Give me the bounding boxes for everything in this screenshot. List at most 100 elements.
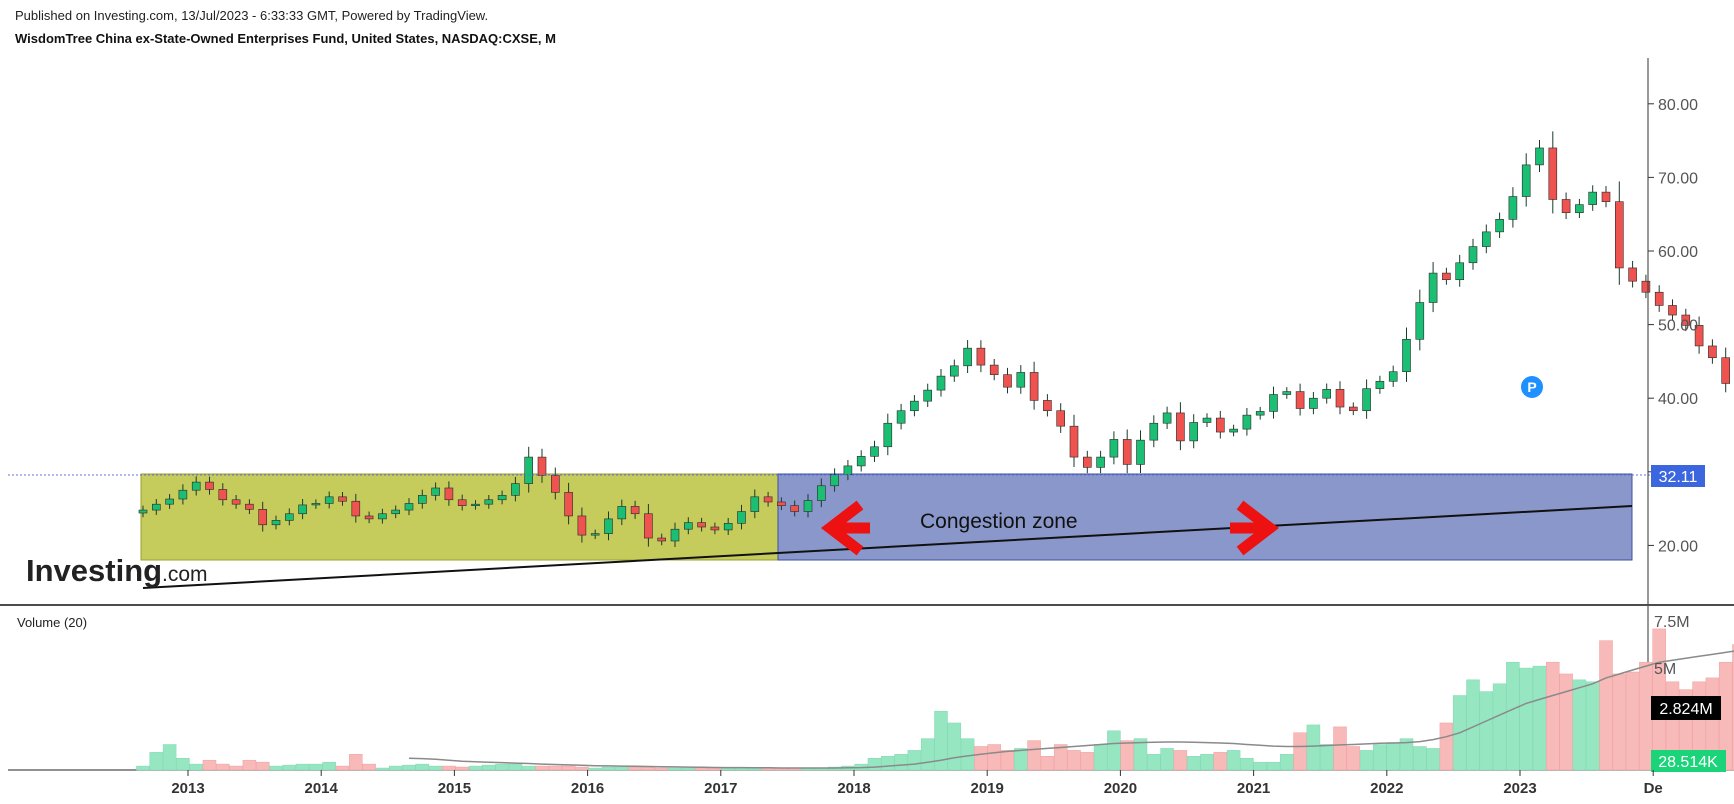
candle-body [697, 522, 706, 528]
volume-bar [1373, 744, 1387, 771]
volume-bar [415, 763, 430, 771]
volume-bar [388, 765, 403, 771]
volume-bar [960, 738, 975, 771]
candle-body [417, 495, 427, 504]
candle-body [763, 496, 773, 503]
volume-bar [1147, 754, 1161, 771]
candle-body [457, 499, 467, 506]
candle-body [338, 496, 347, 502]
volume-bar [1306, 724, 1321, 771]
volume-bar [947, 722, 962, 771]
candle-body [178, 489, 188, 500]
candle-body [1043, 400, 1052, 412]
volume-bar [1625, 671, 1640, 771]
candle-body [790, 505, 800, 512]
volume-bar [561, 765, 576, 771]
left-arrow-icon [820, 500, 870, 556]
volume-bar [548, 765, 563, 771]
volume-bar [920, 738, 935, 771]
candle-body [324, 496, 334, 504]
candle-body [1628, 267, 1637, 282]
instrument-title: WisdomTree China ex-State-Owned Enterpri… [15, 31, 556, 46]
candle-body [191, 481, 201, 491]
volume-bar [681, 767, 696, 771]
volume-bar [1160, 748, 1174, 771]
candle-body [444, 487, 454, 501]
candle-body [1721, 357, 1730, 384]
candle-body [1069, 425, 1079, 458]
zone-blue [777, 473, 1633, 561]
volume-bar [1319, 744, 1334, 771]
candle-body [1402, 339, 1411, 373]
candle-body [1708, 345, 1717, 359]
candle-body [1229, 428, 1238, 433]
volume-bar [1213, 752, 1228, 771]
candle-body [1162, 412, 1172, 424]
candle-body [1681, 314, 1691, 326]
p-marker-label: P [1527, 379, 1536, 395]
volume-bar [1612, 673, 1627, 771]
candle-body [564, 492, 573, 517]
volume-bar [1333, 726, 1347, 771]
candle-body [245, 503, 254, 510]
volume-bar [1080, 752, 1095, 771]
candle-body [1442, 272, 1451, 281]
volume-bar [295, 763, 310, 771]
time-tick-label: 2013 [171, 780, 204, 797]
volume-bar [216, 763, 230, 771]
candle-body [271, 520, 281, 526]
volume-label: Volume (20) [17, 615, 88, 630]
vol-ma-badge [1651, 696, 1721, 720]
volume-bar [1359, 750, 1374, 771]
volume-bar [189, 763, 203, 771]
volume-bar [1027, 740, 1041, 771]
candle-body [231, 499, 241, 505]
candle-body [1654, 291, 1664, 306]
candle-body [1096, 456, 1105, 468]
time-tick-label: 2018 [837, 780, 870, 797]
trendline [142, 505, 1633, 589]
candle-body [630, 506, 640, 515]
vol-tick-5m: 5M [1654, 661, 1676, 678]
candle-body [803, 500, 813, 512]
volume-bar [628, 766, 642, 771]
volume-bar [1466, 679, 1480, 771]
volume-bar [242, 759, 257, 771]
volume-bar [136, 765, 150, 771]
time-tick-label: 2022 [1370, 780, 1403, 797]
candle-body [284, 513, 294, 521]
price-tick-label: 20.00 [1658, 538, 1698, 555]
candle-body [165, 498, 174, 505]
candle-body [1029, 372, 1039, 401]
volume-bar [309, 763, 323, 771]
candle-body [1322, 389, 1331, 399]
volume-bar [1280, 754, 1294, 771]
volume-bar [1492, 683, 1507, 771]
volume-bar [1506, 661, 1520, 771]
volume-bar [641, 766, 656, 771]
candle-body [218, 489, 228, 501]
volume-bar [282, 764, 297, 771]
volume-bar [1426, 748, 1440, 771]
time-tick-label: 2019 [971, 780, 1004, 797]
candle-body [1495, 219, 1504, 233]
last-price-text: 32.11 [1659, 469, 1698, 486]
candle-body [537, 456, 547, 476]
volume-bar [1067, 750, 1081, 771]
candle-body [1388, 371, 1398, 382]
candle-body [604, 518, 613, 534]
volume-bar [1107, 730, 1121, 771]
candle-body [1694, 325, 1704, 347]
zone-label: Congestion zone [920, 510, 1078, 533]
candle-body [364, 515, 374, 520]
volume-bar [162, 744, 177, 771]
candle-body [1136, 439, 1145, 465]
candle-body [976, 347, 986, 366]
volume-bar [508, 763, 523, 771]
volume-bar [654, 767, 669, 771]
volume-bar [1559, 673, 1573, 771]
volume-bar [694, 767, 709, 771]
volume-bar [1253, 761, 1267, 771]
volume-bar [1532, 665, 1547, 771]
